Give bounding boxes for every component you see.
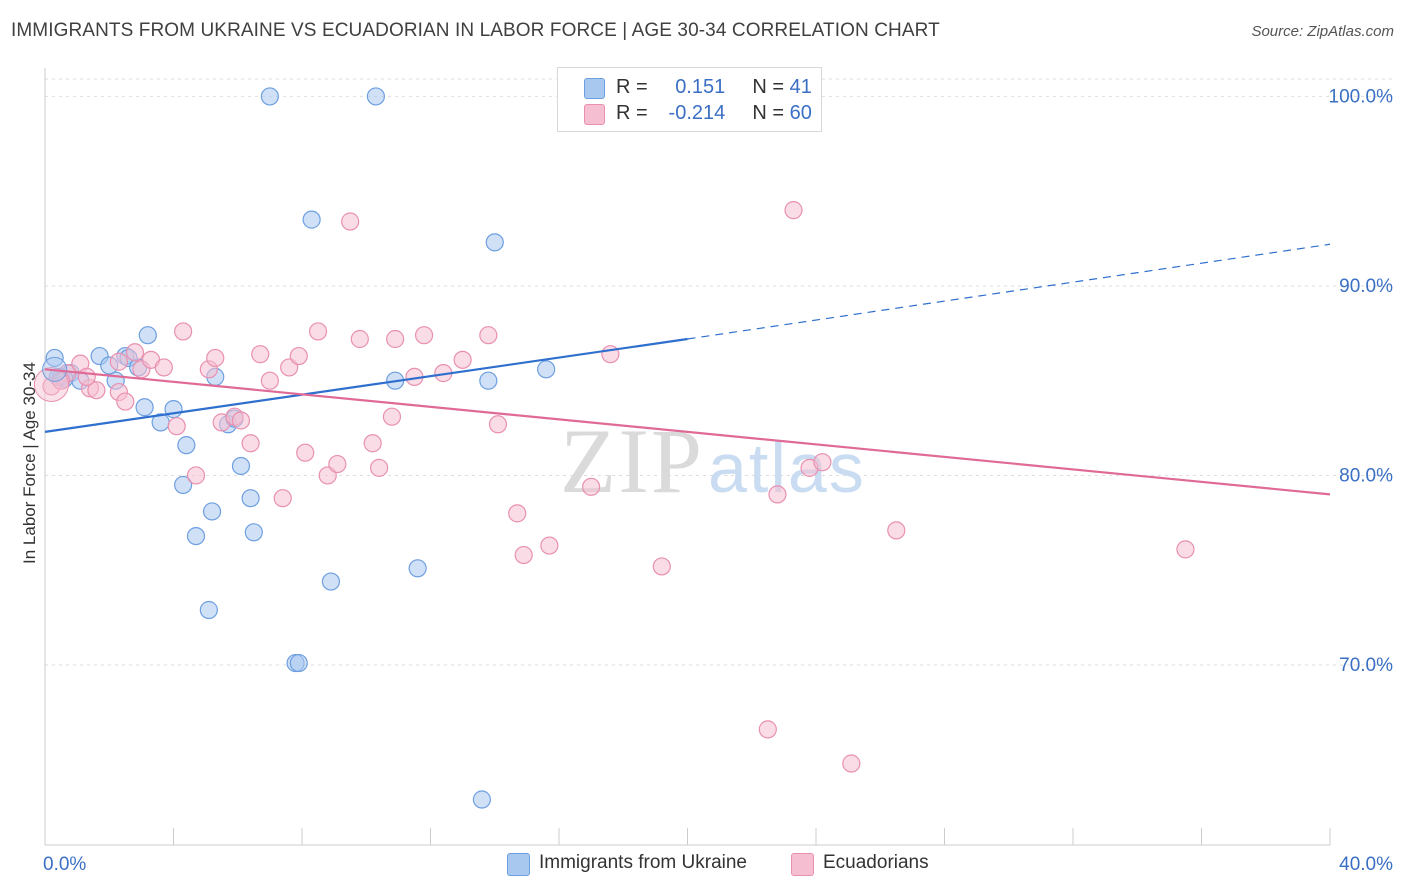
ukraine-point (408, 559, 427, 578)
ecuadorian-point (488, 415, 508, 434)
axes (44, 68, 1331, 846)
ecuadorian-point (251, 345, 270, 364)
ecuadorian-point (77, 367, 96, 387)
ecuadorian-point (308, 322, 328, 341)
ecuadorian-point (350, 329, 369, 349)
ecuadorian-point (167, 417, 186, 436)
ecuadorian-point (363, 434, 382, 453)
ecuadorian-point (87, 381, 106, 400)
ukraine-point (138, 326, 157, 345)
ecuadorian-trend-line (44, 368, 1331, 496)
ecuadorian-point (382, 407, 402, 426)
ecuadorian-point (842, 754, 861, 773)
y-tick-label: 70.0% (1339, 655, 1393, 676)
bottom-legend-swatch-ukraine (507, 853, 530, 876)
ecuadorian-point (109, 352, 128, 371)
y-tick-label: 100.0% (1329, 86, 1394, 107)
legend-r-value: 0.151 (675, 76, 726, 98)
legend-r-label: R = (616, 76, 648, 98)
ecuadorian-point (116, 392, 135, 411)
legend-r-label: R = (616, 102, 648, 124)
bottom-legend-label-ukraine: Immigrants from Ukraine (539, 852, 747, 873)
y-tick-label: 80.0% (1339, 465, 1393, 486)
ukraine-point (177, 436, 196, 455)
ukraine-point (135, 398, 154, 417)
ukraine-point (321, 572, 341, 591)
ukraine-point (231, 456, 251, 476)
ecuadorian-point (186, 466, 206, 485)
data-points (33, 87, 1195, 809)
ecuadorian-point (768, 485, 787, 504)
ukraine-point (174, 475, 193, 495)
ecuadorian-point (1176, 540, 1195, 559)
ukraine-point (244, 523, 263, 542)
ecuadorian-point (206, 348, 225, 368)
ecuadorian-point (289, 346, 308, 366)
ecuadorian-point (758, 720, 777, 739)
ukraine-trend-line (44, 337, 688, 433)
ecuadorian-point (652, 557, 671, 576)
tick-labels: 70.0% 80.0% 90.0% 100.0% 0.0% 40.0% (43, 86, 1393, 875)
ecuadorian-point (370, 458, 389, 477)
ukraine-point (260, 87, 279, 106)
ecuadorian-point (341, 212, 360, 231)
legend-n-label: N = (752, 76, 785, 98)
ukraine-trend-extension (687, 243, 1331, 340)
ukraine-point (186, 526, 206, 546)
source-label: Source: ZipAtlas.com (1251, 23, 1394, 40)
x-tick-label-max: 40.0% (1339, 854, 1393, 875)
legend-r-value: -0.214 (668, 102, 726, 124)
ecuadorian-point (784, 201, 803, 220)
bottom-legend-label-ecuadorians: Ecuadorians (823, 852, 929, 873)
y-tick-label: 90.0% (1339, 276, 1393, 297)
ukraine-point (202, 502, 222, 521)
ecuadorian-point (582, 477, 601, 496)
ecuadorian-point (231, 411, 251, 430)
ukraine-point (479, 371, 498, 390)
legend-swatch-ukraine (584, 78, 605, 99)
ecuadorian-point (813, 453, 832, 472)
ecuadorian-point (540, 536, 559, 555)
ecuadorian-point (386, 329, 405, 349)
chart-title: IMMIGRANTS FROM UKRAINE VS ECUADORIAN IN… (11, 20, 940, 41)
ecuadorian-point (514, 545, 533, 565)
ecuadorian-cluster-point (33, 366, 69, 402)
ecuadorian-point (479, 326, 498, 345)
x-tick-label-min: 0.0% (43, 854, 86, 875)
ecuadorian-point (508, 504, 527, 523)
legend-n-label: N = (752, 102, 785, 124)
ukraine-point (366, 87, 385, 106)
ukraine-point (199, 600, 218, 620)
gridlines (45, 78, 1392, 666)
ukraine-point (302, 210, 321, 229)
y-axis-label: In Labor Force | Age 30-34 (20, 362, 39, 564)
ukraine-point (472, 790, 491, 809)
legend-n-value: 60 (789, 102, 812, 124)
legend-swatch-ecuadorians (584, 104, 605, 125)
correlation-legend: R = 0.151 N = 41 R = -0.214 N = 60 (557, 67, 822, 132)
ecuadorian-point (125, 343, 145, 362)
ecuadorian-point (453, 350, 472, 369)
watermark-zip: ZIP (560, 410, 704, 512)
ecuadorian-point (154, 358, 173, 377)
ecuadorian-point (328, 454, 347, 474)
ukraine-point (45, 348, 64, 368)
ecuadorian-point (414, 326, 434, 345)
ukraine-point (537, 360, 556, 379)
legend-n-value: 41 (789, 76, 812, 98)
ecuadorian-point (174, 322, 193, 341)
ukraine-point (241, 489, 260, 508)
ecuadorian-point (887, 521, 906, 540)
bottom-legend-swatch-ecuadorians (791, 853, 814, 876)
ecuadorian-point (296, 443, 315, 462)
ecuadorian-point (273, 489, 292, 508)
ecuadorian-point (241, 434, 260, 453)
ukraine-point (485, 233, 504, 252)
ukraine-point (289, 653, 308, 673)
trend-lines (44, 243, 1331, 496)
ecuadorian-point (260, 371, 279, 390)
